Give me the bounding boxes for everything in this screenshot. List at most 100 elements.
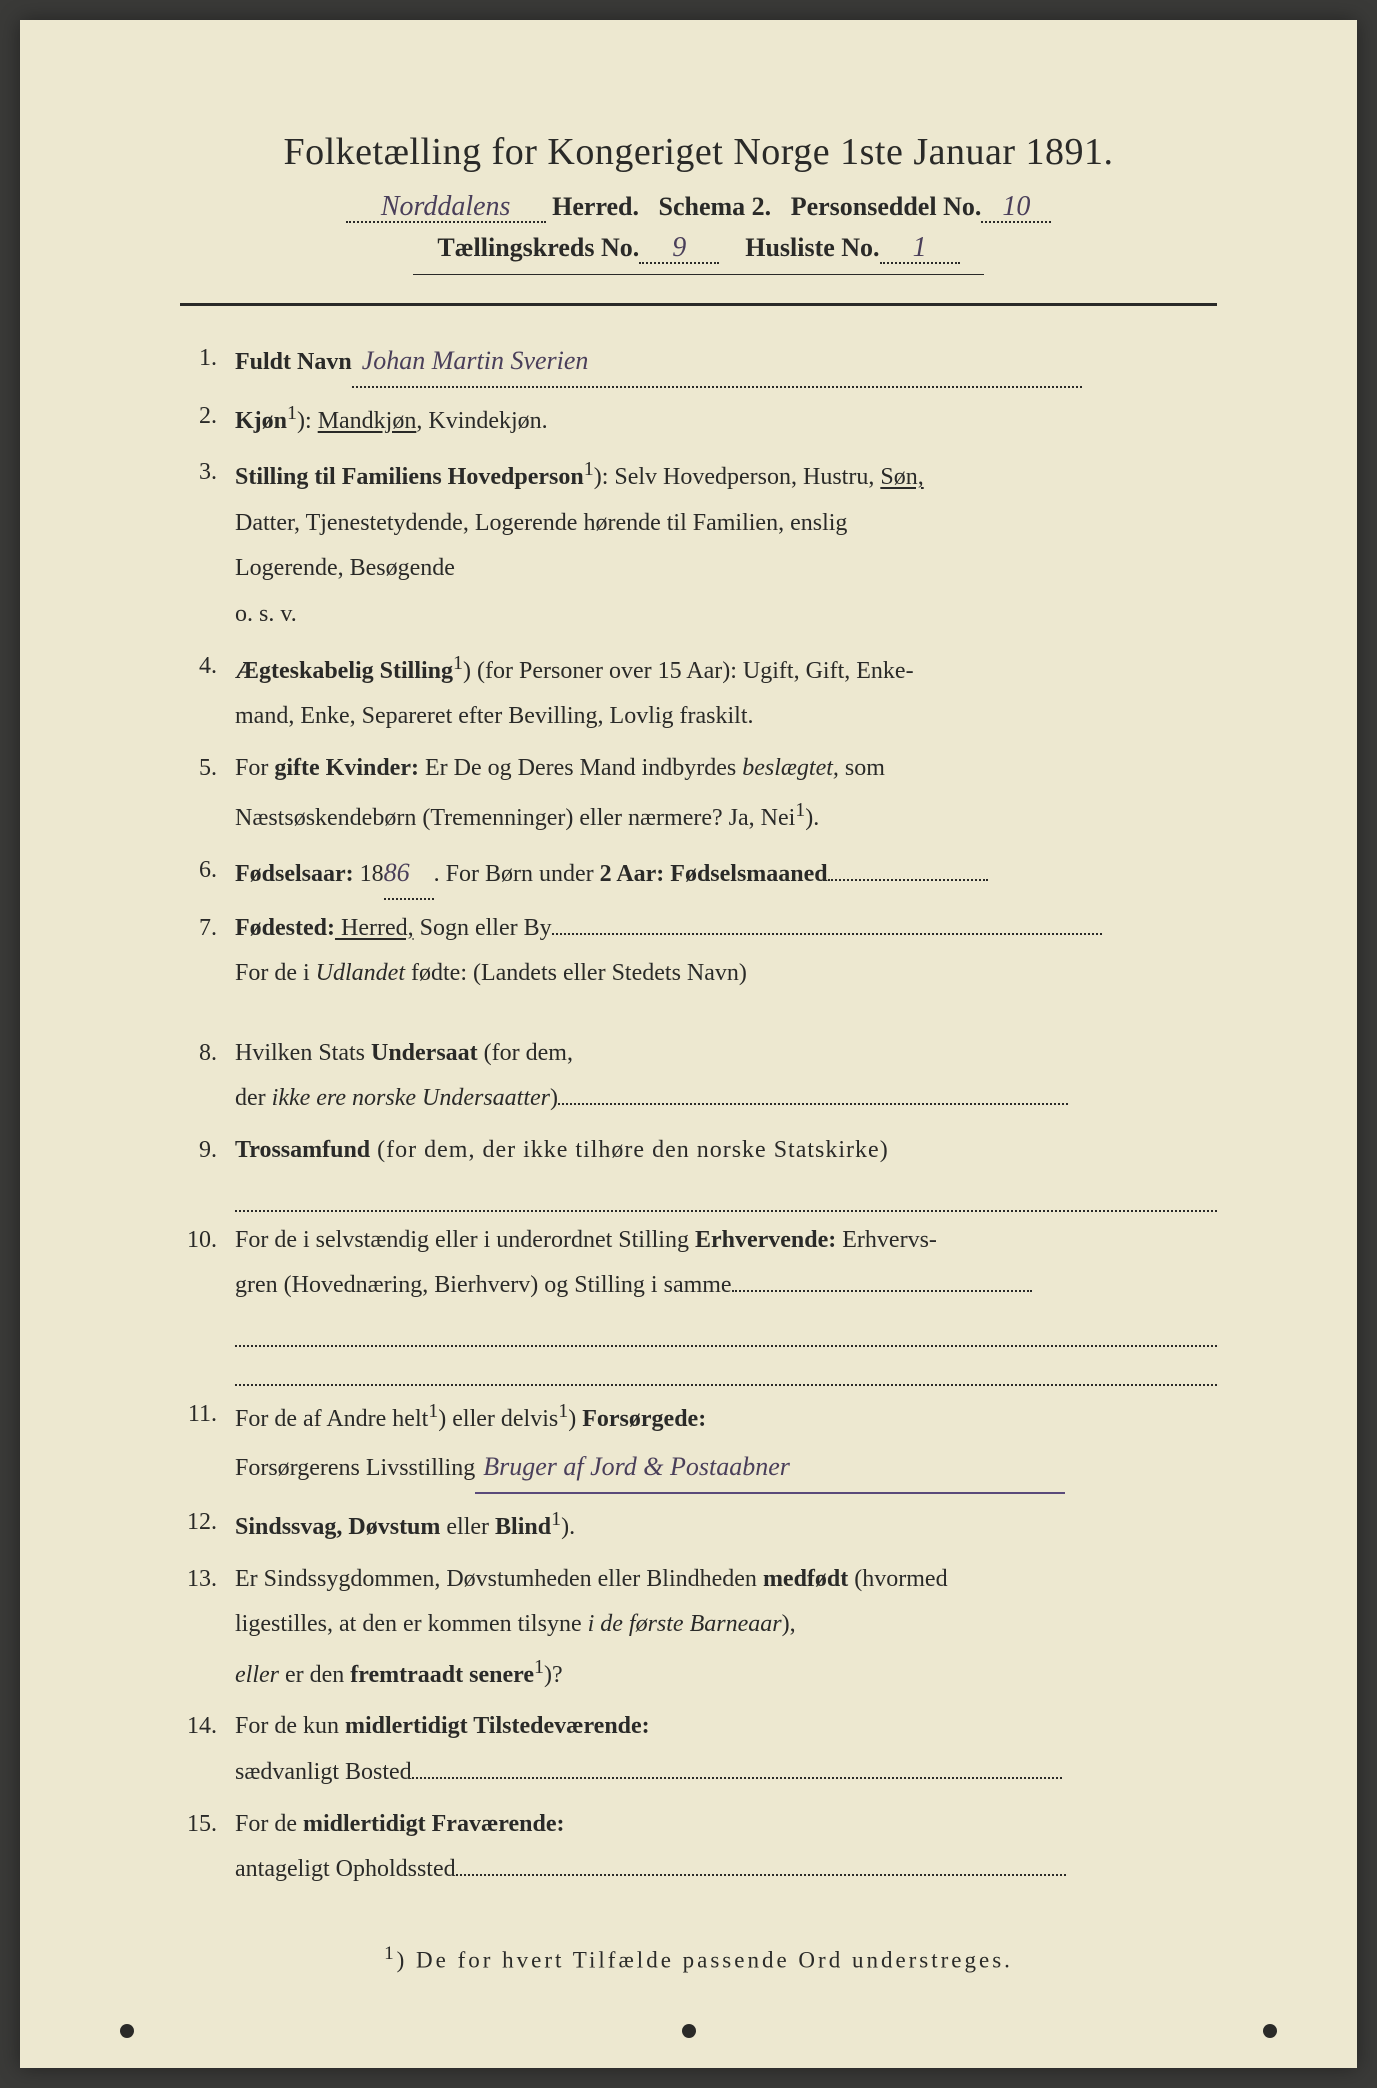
item-10: 10. For de i selvstændig eller i underor… bbox=[180, 1218, 1217, 1386]
main-title: Folketælling for Kongeriget Norge 1ste J… bbox=[180, 130, 1217, 174]
item-1: 1. Fuldt NavnJohan Martin Sverien bbox=[180, 336, 1217, 388]
item-1-num: 1. bbox=[180, 336, 235, 388]
spacer bbox=[180, 1003, 1217, 1031]
item-3-sup: 1 bbox=[584, 458, 594, 480]
item-5-line2: Næstsøskendebørn (Tremenninger) eller næ… bbox=[235, 805, 795, 831]
item-11-sup1: 1 bbox=[428, 1400, 438, 1422]
header-line-1: Norddalens Herred. Schema 2. Personsedde… bbox=[180, 192, 1217, 223]
item-13-eller: eller bbox=[235, 1662, 279, 1688]
item-13-content: Er Sindssygdommen, Døvstumheden eller Bl… bbox=[235, 1557, 1217, 1699]
hole-mid bbox=[682, 2024, 696, 2038]
kreds-hw: 9 bbox=[672, 232, 686, 263]
item-8-label: Undersaat bbox=[371, 1040, 478, 1066]
item-13: 13. Er Sindssygdommen, Døvstumheden elle… bbox=[180, 1557, 1217, 1699]
item-12-sup: 1 bbox=[551, 1508, 561, 1530]
item-12-content: Sindssvag, Døvstum eller Blind1). bbox=[235, 1500, 1217, 1551]
item-11-line2: Forsørgerens Livsstilling bbox=[235, 1455, 475, 1481]
item-3-line4: o. s. v. bbox=[235, 601, 297, 627]
item-8-line1a: Hvilken Stats bbox=[235, 1040, 371, 1066]
item-15-pre: For de bbox=[235, 1811, 303, 1837]
item-11-line1a: For de af Andre helt bbox=[235, 1406, 428, 1432]
item-4-sup: 1 bbox=[453, 652, 463, 674]
header-line-2: Tællingskreds No.9 Husliste No.1 bbox=[180, 233, 1217, 264]
item-2-rest: ): bbox=[297, 408, 318, 434]
item-10-num: 10. bbox=[180, 1218, 235, 1386]
item-3-line2: Datter, Tjenestetydende, Logerende høren… bbox=[235, 510, 847, 536]
item-2-sep: , bbox=[416, 408, 428, 434]
herred-handwritten: Norddalens bbox=[381, 191, 511, 222]
item-12-num: 12. bbox=[180, 1500, 235, 1551]
item-5: 5. For gifte Kvinder: Er De og Deres Man… bbox=[180, 746, 1217, 842]
item-13-line1b: (hvormed bbox=[848, 1566, 947, 1592]
item-3-line3: Logerende, Besøgende bbox=[235, 555, 455, 581]
item-5-content: For gifte Kvinder: Er De og Deres Mand i… bbox=[235, 746, 1217, 842]
item-9-num: 9. bbox=[180, 1128, 235, 1212]
personseddel-hw: 10 bbox=[1002, 191, 1030, 222]
item-9-rest: (for dem, der ikke tilhøre den norske St… bbox=[370, 1137, 889, 1163]
item-8-content: Hvilken Stats Undersaat (for dem, der ik… bbox=[235, 1031, 1217, 1122]
item-4-label: Ægteskabelig Stilling bbox=[235, 658, 453, 684]
item-10-content: For de i selvstændig eller i underordnet… bbox=[235, 1218, 1217, 1386]
erhverv-field-2 bbox=[235, 1309, 1217, 1347]
item-1-content: Fuldt NavnJohan Martin Sverien bbox=[235, 336, 1217, 388]
item-2-label: Kjøn bbox=[235, 408, 287, 434]
item-11-mid: ) eller delvis bbox=[438, 1406, 558, 1432]
item-14-pre: For de kun bbox=[235, 1713, 345, 1739]
item-14-label: midlertidigt Tilstedeværende: bbox=[345, 1713, 650, 1739]
header-block: Folketælling for Kongeriget Norge 1ste J… bbox=[180, 130, 1217, 275]
item-4-content: Ægteskabelig Stilling1) (for Personer ov… bbox=[235, 644, 1217, 740]
item-13-line2b: ), bbox=[782, 1611, 796, 1637]
item-3-line1: ): Selv Hovedperson, Hustru, bbox=[594, 464, 881, 490]
item-6-content: Fødselsaar: 1886. For Børn under 2 Aar: … bbox=[235, 848, 1217, 900]
item-5-line1: Er De og Deres Mand indbyrdes bbox=[419, 755, 742, 781]
livsstilling-field: Bruger af Jord & Postaabner bbox=[475, 1442, 1065, 1494]
item-7-line2b: fødte: (Landets eller Stedets Navn) bbox=[405, 960, 747, 986]
item-5-num: 5. bbox=[180, 746, 235, 842]
item-12-mid: eller bbox=[440, 1514, 495, 1540]
item-2-content: Kjøn1): Mandkjøn, Kvindekjøn. bbox=[235, 394, 1217, 445]
item-5-sup: 1 bbox=[795, 799, 805, 821]
item-3-num: 3. bbox=[180, 450, 235, 637]
husliste-hw: 1 bbox=[913, 232, 927, 263]
personseddel-label: Personseddel No. bbox=[791, 192, 982, 221]
item-4-num: 4. bbox=[180, 644, 235, 740]
item-15-num: 15. bbox=[180, 1802, 235, 1893]
item-1-label: Fuldt Navn bbox=[235, 349, 352, 375]
item-5-line1b: som bbox=[839, 755, 885, 781]
item-6-maaned: Fødselsmaaned bbox=[664, 861, 827, 887]
item-13-line2a: ligestilles, at den er kommen tilsyne bbox=[235, 1611, 588, 1637]
undersaat-field bbox=[558, 1103, 1068, 1105]
item-11-content: For de af Andre helt1) eller delvis1) Fo… bbox=[235, 1392, 1217, 1494]
item-7-line2a: For de i bbox=[235, 960, 316, 986]
census-form-page: Folketælling for Kongeriget Norge 1ste J… bbox=[20, 20, 1357, 2068]
item-2-mandkjon: Mandkjøn bbox=[318, 408, 417, 434]
item-2-num: 2. bbox=[180, 394, 235, 445]
husliste-field: 1 bbox=[880, 234, 960, 264]
footnote-sup: 1 bbox=[384, 1943, 397, 1964]
birthmonth-field bbox=[828, 879, 988, 881]
item-14-line2: sædvanligt Bosted bbox=[235, 1759, 412, 1785]
item-10-label: Erhvervende: bbox=[695, 1227, 836, 1253]
item-11: 11. For de af Andre helt1) eller delvis1… bbox=[180, 1392, 1217, 1494]
herred-label: Herred. bbox=[552, 192, 639, 221]
item-9: 9. Trossamfund (for dem, der ikke tilhør… bbox=[180, 1128, 1217, 1212]
item-8-line1b: (for dem, bbox=[478, 1040, 573, 1066]
hole-left bbox=[120, 2024, 134, 2038]
item-8-line2b: ) bbox=[550, 1085, 558, 1111]
item-5-end: ). bbox=[805, 805, 819, 831]
birthyear-hw: 86 bbox=[384, 858, 410, 887]
footnote: 1) De for hvert Tilfælde passende Ord un… bbox=[180, 1943, 1217, 1974]
item-9-label: Trossamfund bbox=[235, 1137, 370, 1163]
item-3-label: Stilling til Familiens Hovedperson bbox=[235, 464, 584, 490]
item-10-line1a: For de i selvstændig eller i underordnet… bbox=[235, 1227, 695, 1253]
item-13-num: 13. bbox=[180, 1557, 235, 1699]
item-14-num: 14. bbox=[180, 1704, 235, 1795]
item-15-line2: antageligt Opholdssted bbox=[235, 1856, 456, 1882]
item-7-label: Fødested: bbox=[235, 915, 335, 941]
item-11-sup2: 1 bbox=[558, 1400, 568, 1422]
item-13-medfodt: medfødt bbox=[763, 1566, 848, 1592]
item-8: 8. Hvilken Stats Undersaat (for dem, der… bbox=[180, 1031, 1217, 1122]
item-4-line2: mand, Enke, Separeret efter Bevilling, L… bbox=[235, 703, 754, 729]
item-11-label: Forsørgede: bbox=[582, 1406, 706, 1432]
item-4-line1: ) (for Personer over 15 Aar): Ugift, Gif… bbox=[463, 658, 914, 684]
